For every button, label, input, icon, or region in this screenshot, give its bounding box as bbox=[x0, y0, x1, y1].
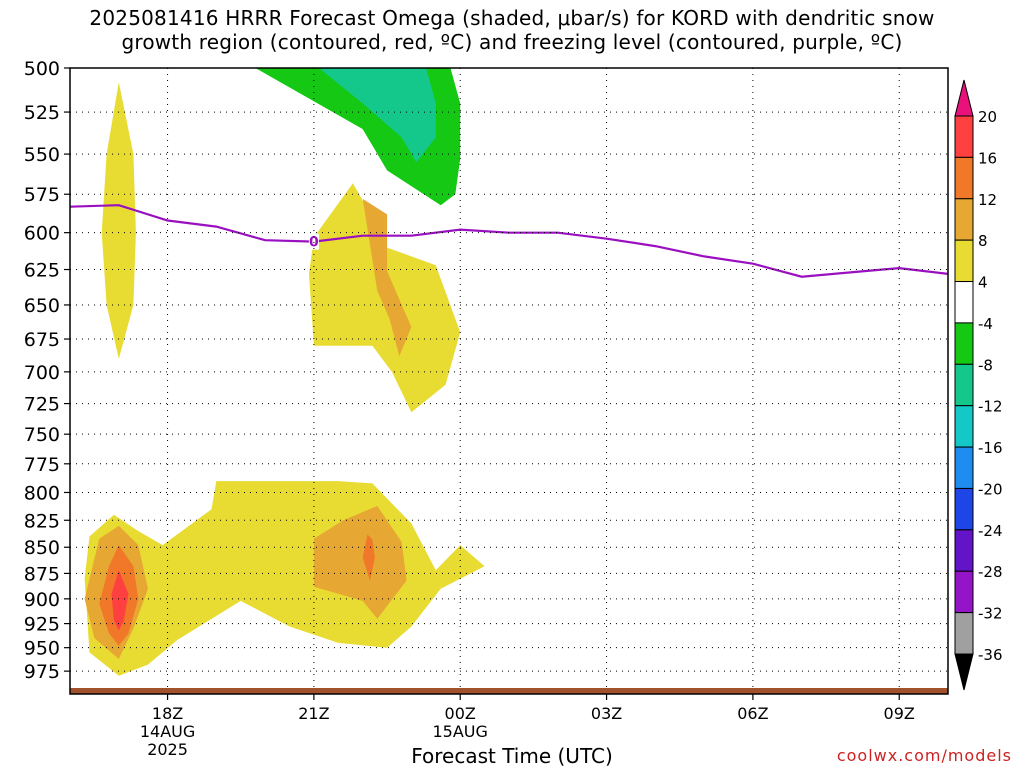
x-tick-label-06Z: 06Z bbox=[737, 704, 768, 723]
colorbar-label--24: -24 bbox=[978, 522, 1003, 540]
y-tick-label-975: 975 bbox=[24, 661, 60, 683]
credit-link[interactable]: coolwx.com/models bbox=[836, 746, 1012, 765]
colorbar-label-4: 4 bbox=[978, 274, 988, 292]
x-tick-label-09Z: 09Z bbox=[884, 704, 915, 723]
y-tick-label-625: 625 bbox=[24, 260, 60, 282]
x-tick-label-21Z: 21Z bbox=[298, 704, 329, 723]
omega-region-8 bbox=[111, 570, 129, 631]
colorbar-label--12: -12 bbox=[978, 398, 1003, 416]
colorbar-bin-12 bbox=[954, 570, 974, 614]
colorbar-label-12: 12 bbox=[978, 191, 997, 209]
colorbar-bin-2 bbox=[954, 156, 974, 200]
freezing-level-contour: 0 bbox=[69, 204, 949, 278]
colorbar-bin-9 bbox=[954, 446, 974, 489]
colorbar-bottom-arrow bbox=[954, 653, 974, 691]
y-tick-label-550: 550 bbox=[24, 144, 60, 166]
colorbar-bin-6 bbox=[954, 322, 974, 365]
colorbar-bin-8 bbox=[954, 405, 974, 448]
x-tick-label-00Z: 00Z bbox=[445, 704, 476, 723]
y-tick-label-825: 825 bbox=[24, 510, 60, 532]
colorbar-label-20: 20 bbox=[978, 108, 997, 126]
y-tick-label-750: 750 bbox=[24, 424, 60, 446]
colorbar-label-8: 8 bbox=[978, 232, 988, 250]
omega-region-3 bbox=[362, 198, 412, 357]
y-tick-label-675: 675 bbox=[24, 329, 60, 351]
y-tick-label-875: 875 bbox=[24, 563, 60, 585]
colorbar-label--8: -8 bbox=[978, 356, 993, 374]
y-tick-label-950: 950 bbox=[24, 638, 60, 660]
omega-region-7 bbox=[362, 534, 375, 581]
x-tick-sublabel-14AUG: 14AUG bbox=[140, 722, 195, 741]
colorbar-label--32: -32 bbox=[978, 605, 1003, 623]
colorbar-label--20: -20 bbox=[978, 480, 1003, 498]
freezing-level-label-bg bbox=[308, 233, 319, 250]
omega-region-0 bbox=[101, 82, 136, 359]
colorbar-label-16: 16 bbox=[978, 149, 997, 167]
colorbar-label--28: -28 bbox=[978, 563, 1003, 581]
colorbar-bin-13 bbox=[954, 612, 974, 655]
ground-bar bbox=[70, 688, 948, 694]
colorbar-bin-10 bbox=[954, 487, 974, 531]
y-tick-label-700: 700 bbox=[24, 362, 60, 384]
colorbar: 20 16 12 8 4 -4 -8 -12 -16 -20 -24 -28 -32 -36 bbox=[954, 79, 1003, 691]
freezing-level-line bbox=[69, 204, 949, 278]
x-tick-sublabel-15AUG: 15AUG bbox=[433, 722, 488, 741]
colorbar-label--16: -16 bbox=[978, 439, 1003, 457]
colorbar-bin-3 bbox=[954, 198, 974, 241]
y-tick-label-525: 525 bbox=[24, 102, 60, 124]
y-tick-label-725: 725 bbox=[24, 394, 60, 416]
y-tick-label-925: 925 bbox=[24, 614, 60, 636]
chart-title: 2025081416 HRRR Forecast Omega (shaded, … bbox=[89, 6, 935, 54]
y-tick-label-775: 775 bbox=[24, 454, 60, 476]
omega-region-10 bbox=[318, 68, 436, 163]
plot-frame bbox=[69, 67, 949, 695]
x-axis-label: Forecast Time (UTC) bbox=[411, 744, 613, 768]
omega-shading bbox=[84, 68, 485, 676]
colorbar-label--4: -4 bbox=[978, 315, 993, 333]
y-tick-label-600: 600 bbox=[24, 223, 60, 245]
colorbar-bin-4 bbox=[954, 239, 974, 283]
colorbar-top-arrow bbox=[954, 79, 974, 117]
y-tick-label-850: 850 bbox=[24, 537, 60, 559]
colorbar-label--36: -36 bbox=[978, 646, 1003, 664]
grid-lines bbox=[70, 67, 948, 688]
y-tick-label-500: 500 bbox=[24, 58, 60, 80]
y-tick-label-650: 650 bbox=[24, 295, 60, 317]
colorbar-bin-7 bbox=[954, 363, 974, 407]
y-tick-label-575: 575 bbox=[24, 184, 60, 206]
y-axis: 500 525 550 575 600 625 650 675 700 725 750 775 800 8… bbox=[24, 58, 70, 683]
colorbar-bin-5 bbox=[954, 281, 974, 324]
x-tick-label-18Z: 18Z bbox=[152, 704, 183, 723]
colorbar-bin-1 bbox=[954, 115, 974, 158]
y-tick-label-900: 900 bbox=[24, 589, 60, 611]
x-tick-sublabel-2025: 2025 bbox=[147, 740, 188, 759]
omega-region-4 bbox=[313, 505, 407, 619]
y-tick-label-800: 800 bbox=[24, 482, 60, 504]
x-tick-label-03Z: 03Z bbox=[591, 704, 622, 723]
colorbar-bin-11 bbox=[954, 529, 974, 572]
